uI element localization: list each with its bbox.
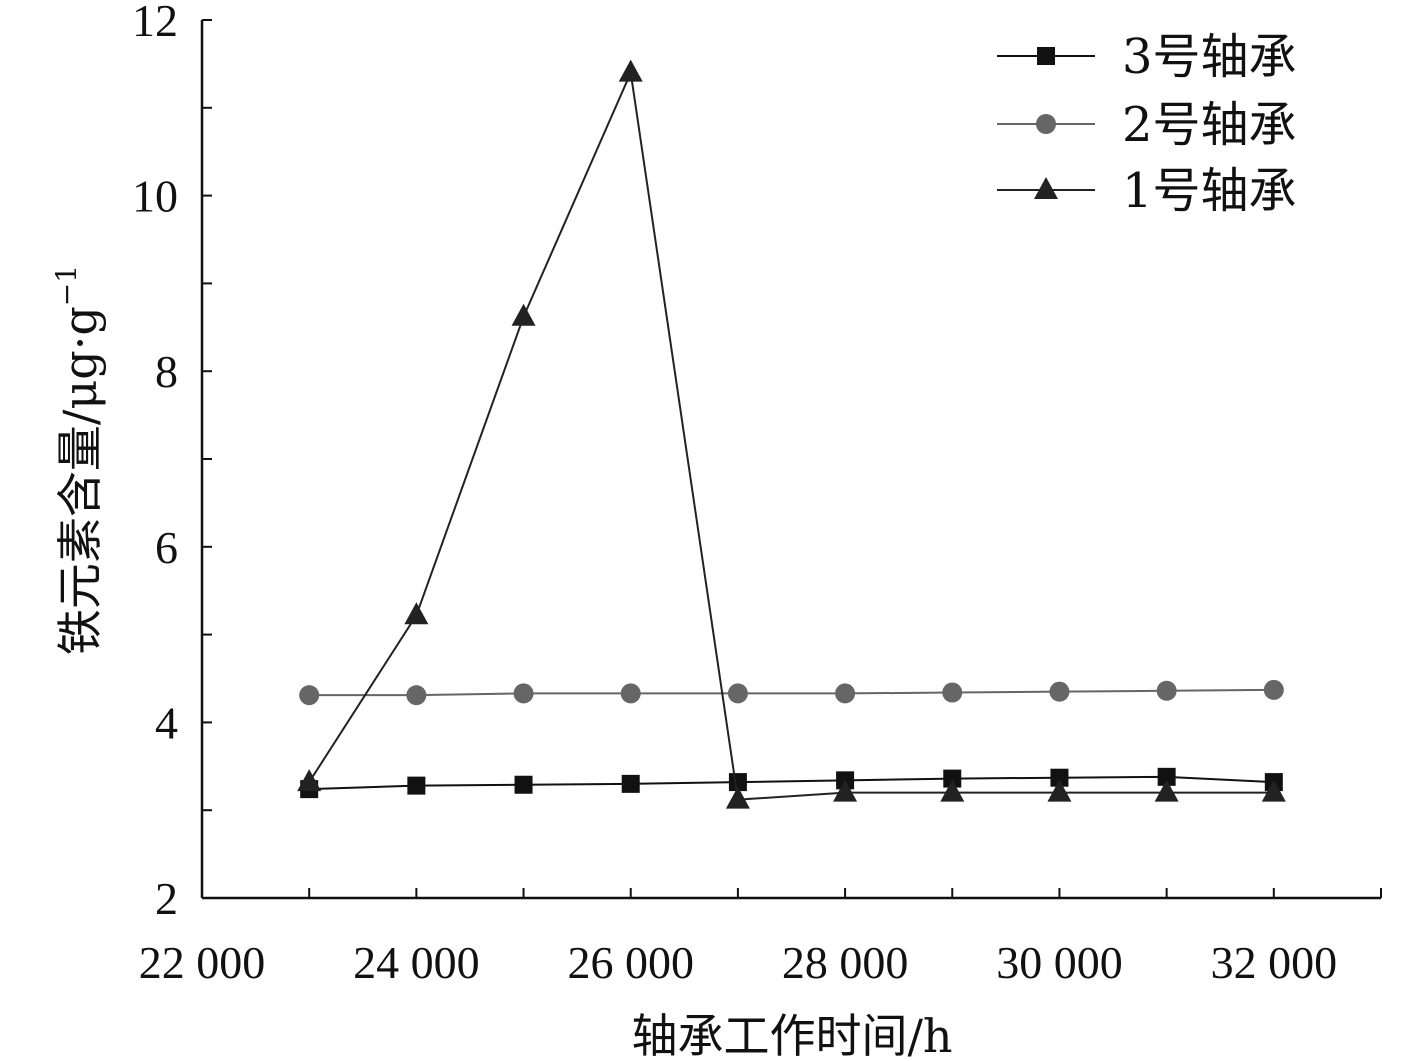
data-point: [1047, 779, 1072, 802]
data-point: [943, 769, 962, 788]
data-point: [404, 602, 429, 625]
y-axis-title-main: 铁元素含量/μg·g: [53, 306, 107, 655]
y-tick-label: 10: [132, 171, 178, 222]
data-point: [727, 683, 748, 704]
series-triangle: [297, 59, 1286, 809]
y-tick-label: 8: [155, 346, 178, 397]
series-line: [309, 688, 1274, 697]
data-point: [835, 683, 856, 704]
y-tick-label: 12: [132, 0, 178, 46]
series-line: [308, 69, 1274, 801]
y-tick-label: 4: [155, 697, 178, 748]
data-point: [620, 683, 641, 704]
x-axis-title: 轴承工作时间/h: [631, 1009, 952, 1061]
data-point: [1154, 779, 1179, 802]
data-point: [1050, 768, 1069, 787]
data-point: [940, 779, 965, 802]
legend-label: 2号轴承: [1122, 97, 1297, 153]
legend-label: 1号轴承: [1122, 163, 1297, 219]
data-point: [511, 303, 536, 326]
legend-entry: 1号轴承: [997, 163, 1297, 219]
series-circle: [299, 679, 1284, 706]
data-point: [942, 682, 963, 703]
data-point: [297, 769, 322, 792]
data-point: [514, 775, 533, 794]
data-point: [621, 774, 640, 793]
series-line: [309, 775, 1274, 791]
data-point: [1263, 679, 1284, 700]
data-point: [1156, 680, 1177, 701]
data-point: [1049, 681, 1070, 702]
legend-marker: [1036, 114, 1056, 134]
y-axis-title-sup: −1: [50, 265, 83, 306]
data-point: [725, 786, 750, 809]
series-layer: [297, 59, 1286, 809]
data-point: [833, 779, 858, 802]
legend-entry: 3号轴承: [997, 29, 1297, 85]
x-tick-label: 24 000: [353, 937, 480, 988]
legend-marker: [1037, 47, 1055, 65]
x-tick-label: 22 000: [139, 937, 266, 988]
legend-entry: 2号轴承: [997, 97, 1297, 153]
data-point: [299, 685, 320, 706]
y-tick-label: 2: [155, 873, 178, 924]
data-point: [1157, 767, 1176, 786]
legend-marker: [1034, 177, 1058, 199]
axes: 22 000 24 000 26 000 28 000 30 000 32 000 2 4 6 8…: [132, 0, 1382, 988]
y-axis-title: 铁元素含量/μg·g−1: [50, 265, 107, 655]
data-point: [618, 59, 643, 82]
x-tick-label: 28 000: [782, 937, 909, 988]
y-tick-label: 6: [155, 522, 178, 573]
data-point: [728, 773, 747, 792]
legend: 3号轴承 2号轴承 1号轴承: [997, 29, 1297, 219]
x-tick-label: 30 000: [996, 937, 1123, 988]
data-point: [1261, 779, 1286, 802]
data-point: [406, 685, 427, 706]
legend-label: 3号轴承: [1122, 29, 1297, 85]
x-tick-label: 26 000: [567, 937, 694, 988]
data-point: [407, 776, 426, 795]
x-tick-label: 32 000: [1211, 937, 1338, 988]
data-point: [513, 683, 534, 704]
